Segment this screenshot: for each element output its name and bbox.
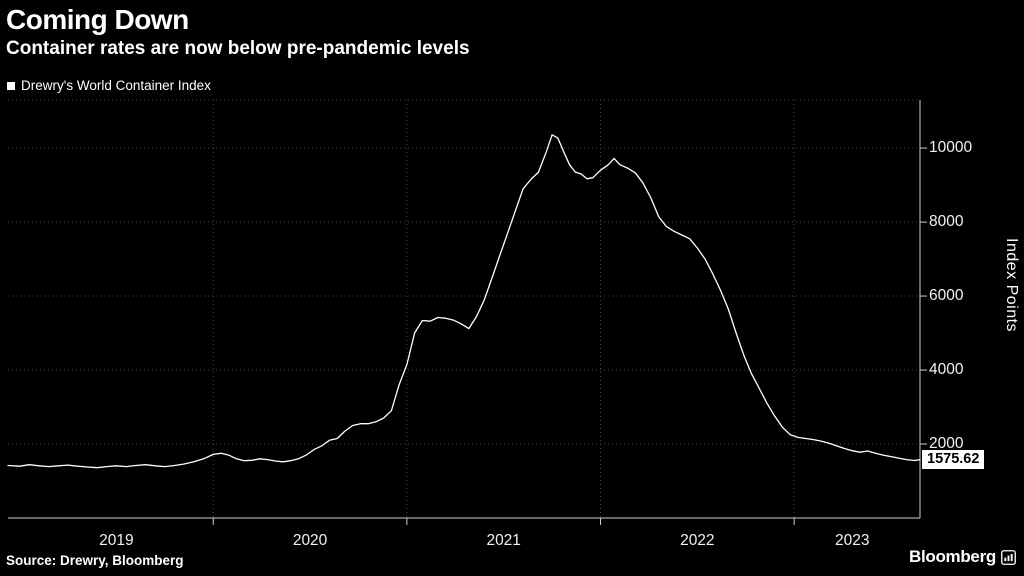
y-tick-label: 6000 [929,287,964,305]
bloomberg-logo-text: Bloomberg [908,547,996,566]
y-axis-title: Index Points [1003,238,1020,333]
last-value-flag: 1575.62 [922,449,985,469]
chart-title: Coming Down [6,4,189,35]
legend-label: Drewry's World Container Index [21,78,211,93]
x-tick-label: 2021 [486,532,521,549]
bloomberg-logo: Bloomberg [909,547,1016,567]
y-tick-label: 2000 [929,435,964,453]
x-tick-label: 2019 [99,532,134,549]
legend-swatch-icon [7,81,15,90]
bloomberg-terminal-icon [1001,549,1016,565]
legend: Drewry's World Container Index [7,78,211,93]
chart-subtitle: Container rates are now below pre-pandem… [6,38,470,59]
x-tick-label: 2023 [834,532,870,549]
y-tick-label: 4000 [929,361,964,379]
source-note: Source: Drewry, Bloomberg [6,553,184,568]
y-tick-label: 8000 [929,213,964,231]
x-tick-label: 2022 [680,532,715,549]
x-tick-label: 2020 [292,532,328,549]
y-tick-label: 10000 [929,139,973,157]
x-axis-labels: 2019 2020 2021 2022 2023 [0,532,1024,552]
